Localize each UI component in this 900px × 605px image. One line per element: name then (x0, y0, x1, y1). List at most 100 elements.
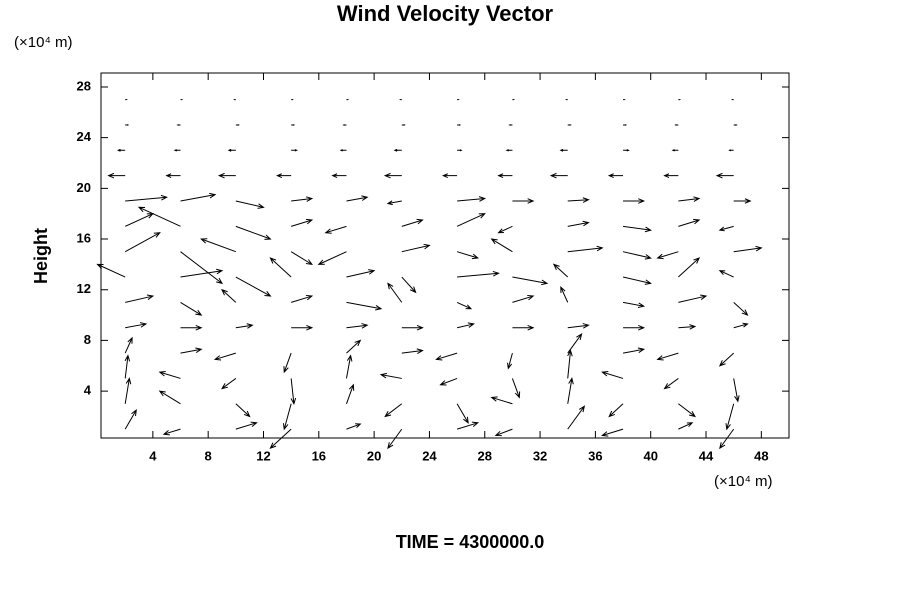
wind-vector (277, 174, 291, 178)
wind-vector (229, 149, 236, 151)
x-tick-label: 44 (699, 448, 714, 463)
wind-vector (222, 378, 236, 388)
wind-vector (568, 246, 603, 252)
wind-vector (561, 287, 568, 302)
wind-vector (678, 219, 699, 226)
wind-vector (381, 373, 402, 378)
x-tick-label: 36 (588, 448, 602, 463)
wind-vector (236, 226, 271, 239)
wind-vector (402, 325, 423, 330)
wind-vector (346, 385, 353, 404)
wind-vector (291, 219, 312, 226)
wind-vector (623, 125, 626, 126)
wind-vector (341, 150, 347, 152)
wind-vector (125, 338, 132, 353)
wind-vector (402, 219, 423, 226)
wind-vector (457, 422, 478, 429)
x-tick-label: 32 (533, 448, 547, 463)
wind-vector (457, 150, 461, 151)
wind-vector (160, 371, 181, 378)
wind-vector (443, 174, 457, 178)
wind-vector (125, 125, 128, 126)
wind-vector (726, 404, 734, 429)
y-tick-label: 16 (77, 230, 91, 245)
y-axis-label: Height (31, 228, 51, 284)
wind-vector (730, 150, 734, 151)
wind-vector (402, 125, 405, 126)
wind-vector (678, 404, 695, 417)
wind-vector (109, 173, 126, 178)
wind-vector (388, 283, 402, 302)
wind-vector (623, 150, 629, 152)
wind-vector (125, 195, 166, 201)
wind-vector (623, 277, 651, 284)
wind-vector (717, 173, 734, 178)
wind-vector (125, 356, 130, 379)
wind-vector (346, 270, 374, 277)
wind-vector (492, 239, 513, 252)
wind-vector (270, 429, 291, 448)
wind-vector (561, 149, 568, 151)
wind-vector (499, 174, 513, 178)
y-tick-label: 20 (77, 180, 91, 195)
wind-vector (219, 173, 236, 178)
wind-vector (623, 302, 644, 307)
wind-vector (125, 323, 146, 328)
wind-vector (346, 196, 367, 201)
wind-vector (457, 214, 485, 227)
wind-vector (270, 258, 291, 277)
wind-vector (388, 201, 402, 205)
wind-vector (568, 406, 585, 429)
wind-vector (236, 125, 239, 126)
wind-vector (402, 349, 423, 354)
wind-vector (734, 125, 737, 126)
wind-vector (678, 258, 699, 277)
wind-vector (568, 324, 589, 329)
wind-vector (291, 125, 294, 126)
x-tick-label: 12 (256, 448, 270, 463)
wind-vector (673, 150, 679, 152)
y-tick-label: 24 (77, 129, 92, 144)
wind-vector (222, 290, 236, 303)
wind-vector (402, 277, 416, 292)
wind-vector (568, 334, 582, 353)
x-unit-label: (×10⁴ m) (714, 473, 773, 490)
x-tick-label: 48 (754, 448, 768, 463)
wind-vector (457, 252, 478, 259)
wind-vector (734, 378, 739, 401)
wind-vector (496, 429, 513, 436)
chart-title: Wind Velocity Vector (337, 1, 554, 26)
wind-vector (346, 302, 381, 310)
wind-vector (344, 125, 347, 126)
wind-vector (623, 325, 644, 330)
wind-vector (178, 125, 181, 126)
wind-vector (492, 397, 513, 404)
wind-vector (568, 378, 574, 403)
wind-vector (507, 150, 513, 152)
wind-vector (98, 264, 126, 277)
wind-vector (658, 252, 679, 259)
wind-vector (602, 371, 623, 378)
wind-vector (236, 324, 253, 329)
wind-vector (658, 353, 679, 360)
x-tick-label: 20 (367, 448, 381, 463)
wind-vector (125, 214, 153, 227)
wind-vector (346, 324, 367, 329)
wind-vector (720, 226, 734, 230)
wind-vector (385, 173, 402, 178)
wind-vector (291, 252, 312, 265)
wind-vector (623, 348, 644, 353)
wind-vector (720, 271, 734, 277)
wind-vector (734, 302, 748, 315)
wind-vector (512, 199, 533, 204)
wind-vector (291, 150, 297, 152)
x-tick-label: 28 (478, 448, 492, 463)
wind-vector (512, 378, 519, 397)
wind-vector (236, 277, 271, 296)
wind-vector (125, 410, 136, 429)
wind-vector (609, 404, 623, 417)
wind-vector (457, 302, 471, 308)
wind-vector (167, 174, 181, 178)
